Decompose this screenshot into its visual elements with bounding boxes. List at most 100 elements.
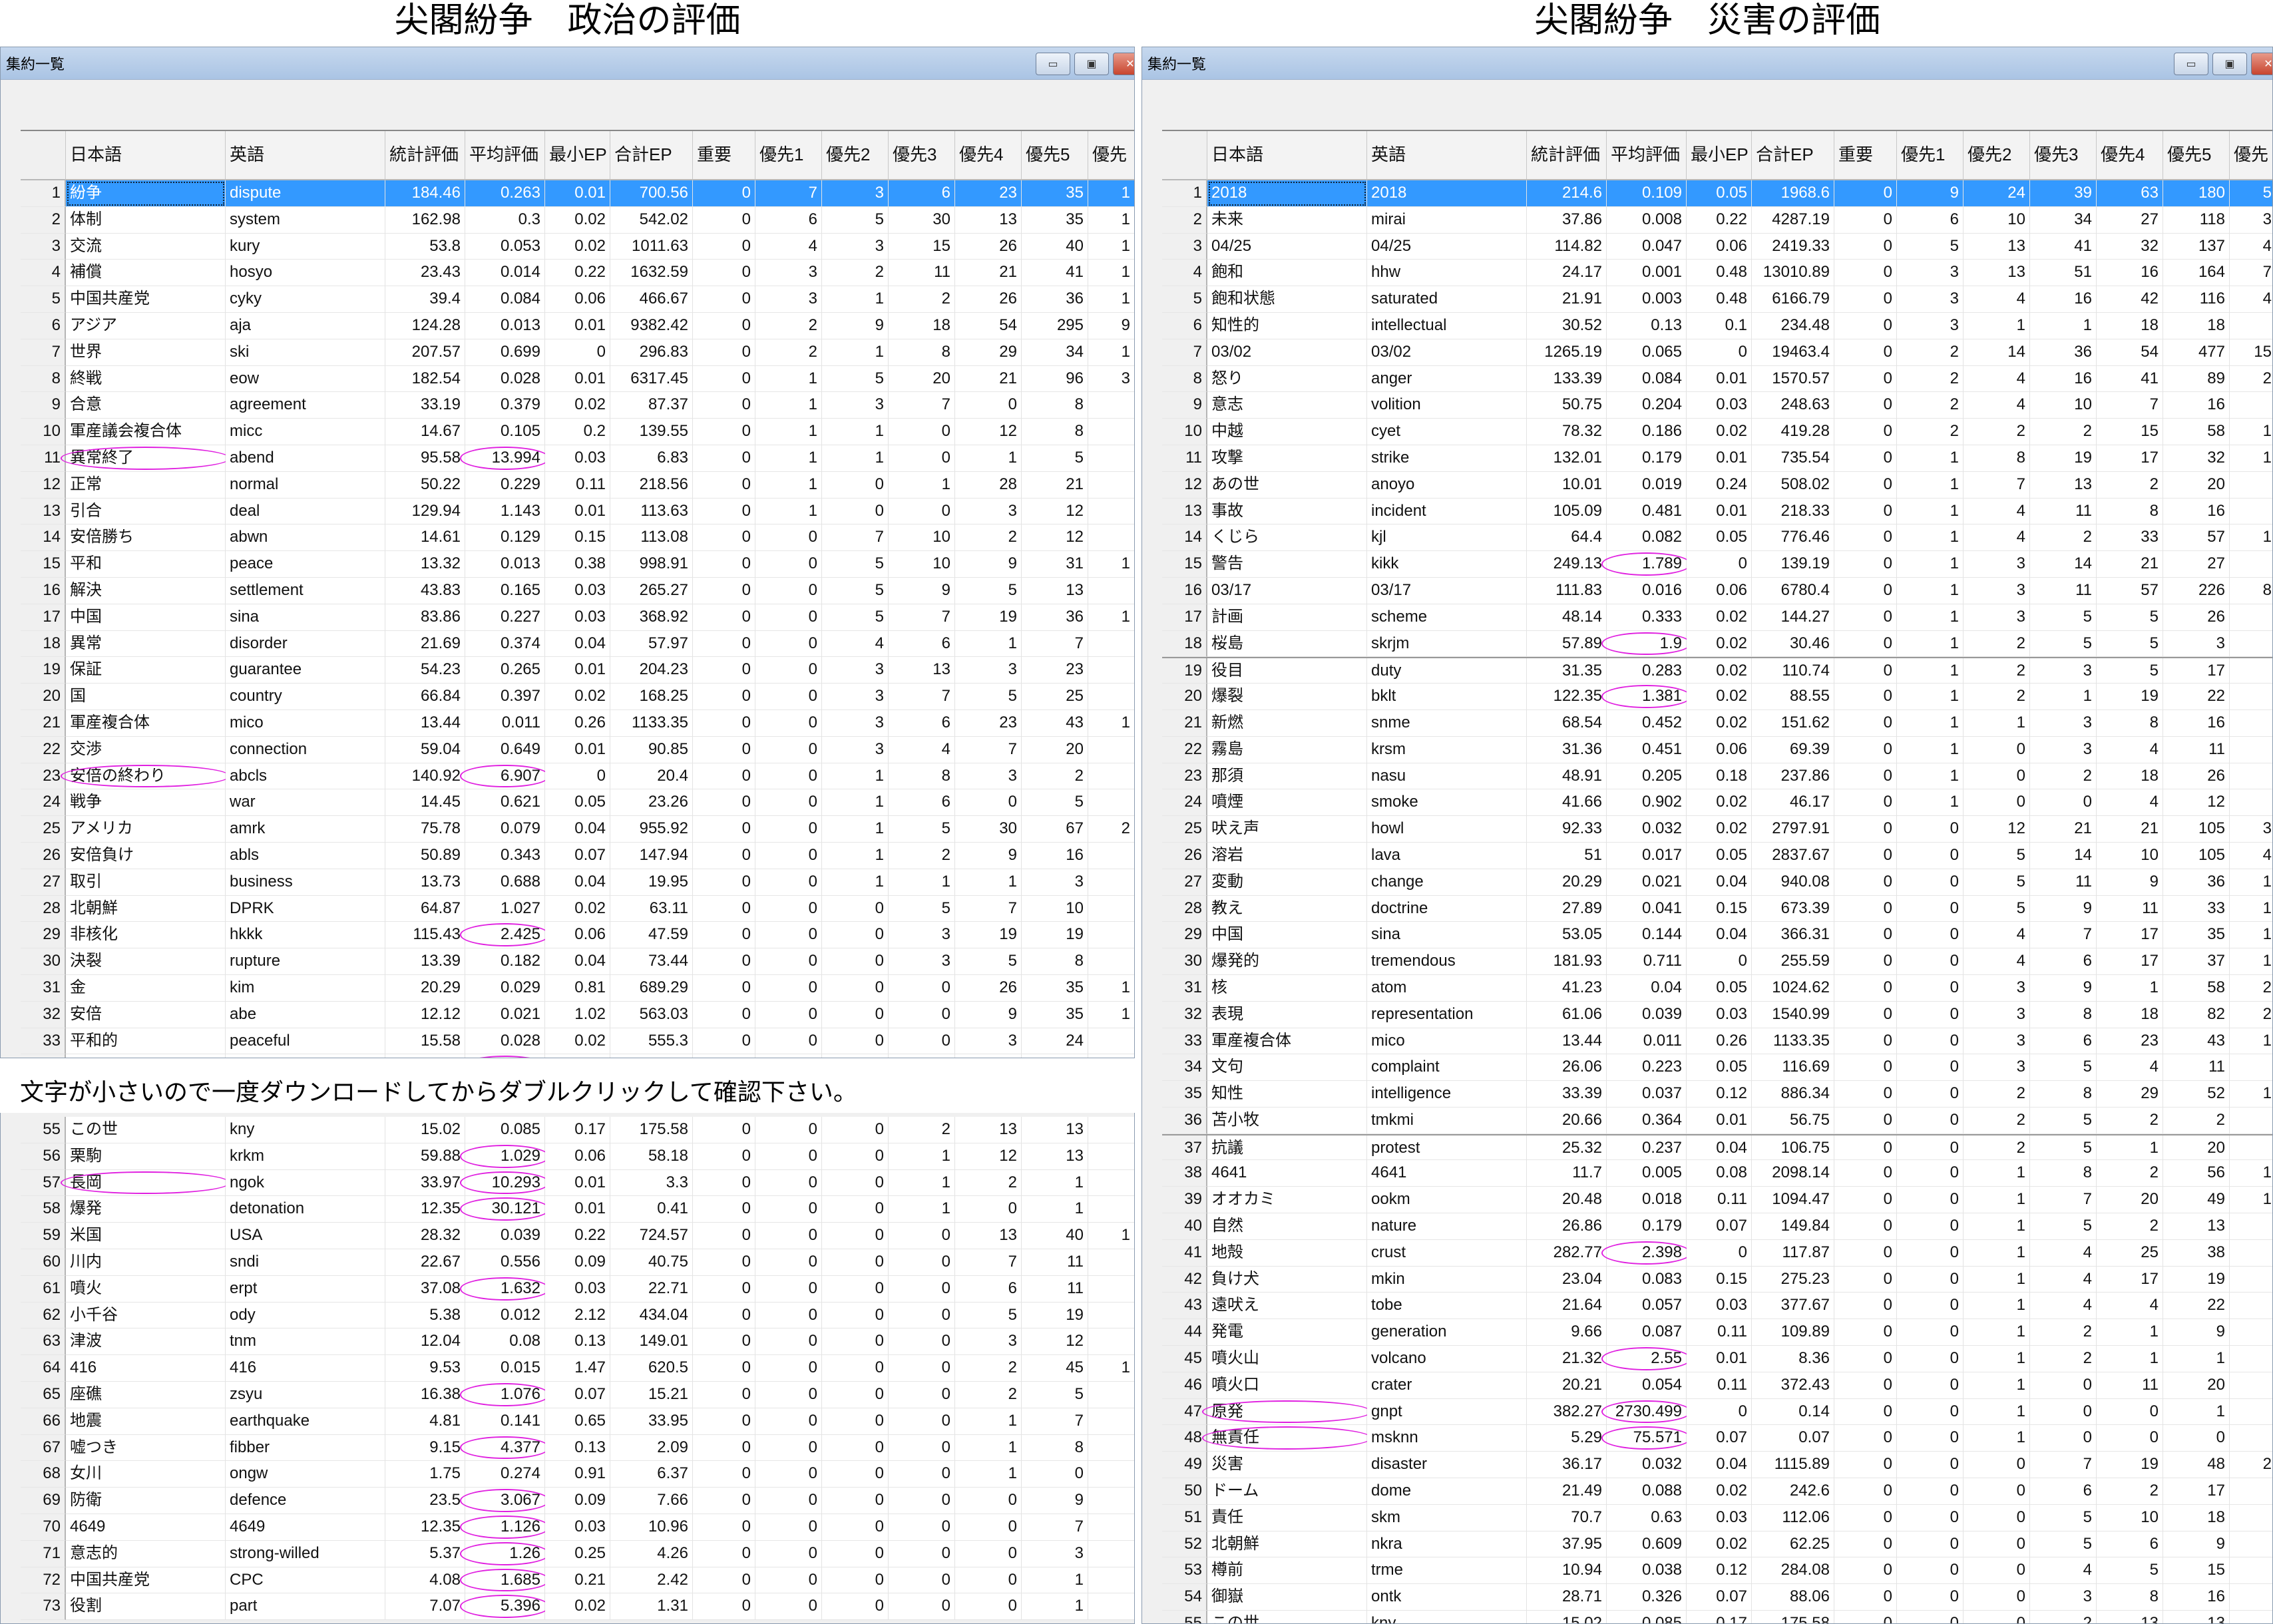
cell-stat-score[interactable]: 14.67 <box>385 419 465 445</box>
cell-japanese[interactable]: 苫小牧 <box>1207 1107 1367 1134</box>
cell-priority3[interactable]: 3 <box>2030 710 2097 737</box>
cell-priority1[interactable]: 0 <box>755 710 822 737</box>
cell-priority2[interactable]: 1 <box>822 419 889 445</box>
cell-important[interactable]: 0 <box>693 1117 755 1143</box>
cell-priority5[interactable]: 24 <box>1022 1028 1088 1055</box>
cell-stat-score[interactable]: 92.33 <box>1527 816 1607 843</box>
cell-avg-score[interactable]: 0.902 <box>1607 789 1687 817</box>
cell-priority6[interactable] <box>2230 763 2272 790</box>
cell-important[interactable]: 0 <box>1834 1452 1897 1479</box>
cell-priority5[interactable]: 40 <box>1022 1223 1088 1249</box>
cell-stat-score[interactable]: 23.5 <box>385 1488 465 1514</box>
cell-priority5[interactable]: 16 <box>2163 1584 2230 1611</box>
cell-priority4[interactable]: 0 <box>955 392 1022 419</box>
cell-japanese[interactable]: 責任 <box>1207 1504 1367 1531</box>
cell-important[interactable]: 0 <box>693 1567 755 1594</box>
cell-priority4[interactable]: 29 <box>955 339 1022 366</box>
cell-priority5[interactable]: 0 <box>1022 1461 1088 1488</box>
table-row[interactable]: 6 アジア aja 124.28 0.013 0.01 9382.42 0 2 9 18 54 295 9 <box>21 312 1134 339</box>
cell-priority1[interactable]: 1 <box>1897 736 1963 763</box>
cell-important[interactable]: 0 <box>693 763 755 790</box>
cell-english[interactable]: skm <box>1367 1504 1527 1531</box>
cell-priority2[interactable]: 9 <box>822 312 889 339</box>
cell-total-ep[interactable]: 1570.57 <box>1752 365 1834 393</box>
cell-priority6[interactable] <box>1088 1196 1134 1223</box>
cell-priority3[interactable]: 0 <box>2030 1398 2097 1426</box>
cell-priority5[interactable]: 21 <box>1022 471 1088 499</box>
cell-priority3[interactable]: 6 <box>2030 1478 2097 1505</box>
cell-priority5[interactable]: 57 <box>2163 524 2230 552</box>
cell-priority2[interactable]: 4 <box>1963 922 2030 949</box>
cell-avg-score[interactable]: 0.019 <box>1607 471 1687 499</box>
cell-stat-score[interactable]: 26.06 <box>1527 1054 1607 1082</box>
table-row[interactable]: 62 小千谷 ody 5.38 0.012 2.12 434.04 0 0 0 0 5 19 <box>21 1302 1134 1329</box>
cell-priority3[interactable]: 2 <box>2030 763 2097 790</box>
table-row[interactable]: 72 中国共産党 CPC 4.08 1.685 0.21 2.42 0 0 0 0 0 1 <box>21 1567 1134 1594</box>
cell-priority3[interactable]: 39 <box>2030 180 2097 207</box>
cell-priority1[interactable]: 1 <box>1897 445 1963 472</box>
cell-total-ep[interactable]: 237.86 <box>1752 763 1834 790</box>
cell-priority1[interactable]: 0 <box>755 1249 822 1276</box>
cell-english[interactable]: ngok <box>226 1169 385 1197</box>
cell-priority4[interactable]: 8 <box>2097 498 2163 525</box>
cell-priority1[interactable]: 0 <box>1897 1266 1963 1293</box>
cell-important[interactable]: 0 <box>1834 736 1897 763</box>
table-row[interactable]: 14 くじら kjl 64.4 0.082 0.05 776.46 0 1 4 2 33 57 1 <box>1162 524 2272 552</box>
cell-total-ep[interactable]: 69.39 <box>1752 736 1834 763</box>
cell-min-ep[interactable]: 0.02 <box>1687 419 1752 445</box>
cell-avg-score[interactable]: 0.649 <box>465 736 545 763</box>
cell-stat-score[interactable]: 28.32 <box>385 1223 465 1249</box>
table-row[interactable]: 7 世界 ski 207.57 0.699 0 296.83 0 2 1 8 29 34 1 <box>21 339 1134 366</box>
cell-priority4[interactable]: 23 <box>2097 1028 2163 1055</box>
cell-priority2[interactable]: 0 <box>822 1488 889 1514</box>
cell-japanese[interactable]: 攻撃 <box>1207 445 1367 472</box>
cell-priority2[interactable]: 5 <box>822 365 889 393</box>
cell-priority4[interactable]: 3 <box>955 657 1022 684</box>
cell-total-ep[interactable]: 56.75 <box>1752 1107 1834 1134</box>
cell-japanese[interactable]: 世界 <box>66 339 226 366</box>
cell-priority2[interactable]: 1 <box>1963 1213 2030 1240</box>
cell-priority5[interactable]: 56 <box>2163 1160 2230 1187</box>
cell-min-ep[interactable]: 0.05 <box>545 789 610 817</box>
cell-avg-score[interactable]: 0.343 <box>465 842 545 869</box>
table-row[interactable]: 33 平和的 peaceful 15.58 0.028 0.02 555.3 0 0 0 0 3 24 <box>21 1028 1134 1055</box>
cell-priority3[interactable]: 11 <box>2030 577 2097 604</box>
cell-important[interactable]: 0 <box>1834 1372 1897 1399</box>
cell-priority6[interactable] <box>1088 1593 1134 1621</box>
cell-priority1[interactable]: 0 <box>755 1593 822 1621</box>
cell-japanese[interactable]: 保証 <box>66 657 226 684</box>
cell-priority6[interactable] <box>2230 736 2272 763</box>
cell-priority6[interactable]: 1 <box>1088 551 1134 578</box>
cell-priority6[interactable] <box>2230 1054 2272 1082</box>
cell-priority5[interactable]: 11 <box>2163 1054 2230 1082</box>
cell-priority5[interactable]: 8 <box>1022 1434 1088 1462</box>
cell-stat-score[interactable]: 7.07 <box>385 1593 465 1621</box>
cell-priority4[interactable]: 21 <box>955 365 1022 393</box>
cell-priority5[interactable]: 13 <box>1022 577 1088 604</box>
cell-total-ep[interactable]: 88.06 <box>1752 1584 1834 1611</box>
cell-avg-score[interactable]: 0.005 <box>1607 1160 1687 1187</box>
table-row[interactable]: 28 教え doctrine 27.89 0.041 0.15 673.39 0 0 5 9 11 33… <box>1162 895 2272 922</box>
cell-avg-score[interactable]: 0.109 <box>1607 180 1687 207</box>
cell-priority4[interactable]: 8 <box>2097 1584 2163 1611</box>
cell-priority1[interactable]: 0 <box>755 1001 822 1028</box>
cell-avg-score[interactable]: 0.481 <box>1607 498 1687 525</box>
cell-priority6[interactable] <box>1088 1028 1134 1055</box>
cell-priority1[interactable]: 1 <box>1897 789 1963 817</box>
cell-english[interactable]: ontk <box>1367 1584 1527 1611</box>
cell-stat-score[interactable]: 124.28 <box>385 312 465 339</box>
cell-min-ep[interactable]: 0.15 <box>545 524 610 552</box>
cell-priority2[interactable]: 3 <box>822 710 889 737</box>
cell-english[interactable]: crater <box>1367 1372 1527 1399</box>
cell-english[interactable]: incident <box>1367 498 1527 525</box>
cell-priority2[interactable]: 0 <box>822 1143 889 1170</box>
cell-priority3[interactable]: 4 <box>889 736 955 763</box>
cell-priority6[interactable] <box>1088 524 1134 552</box>
cell-stat-score[interactable]: 13.39 <box>385 948 465 975</box>
cell-priority4[interactable]: 5 <box>2097 1557 2163 1585</box>
cell-priority3[interactable]: 30 <box>889 206 955 234</box>
cell-japanese[interactable]: 北朝鮮 <box>1207 1531 1367 1558</box>
cell-priority4[interactable]: 3 <box>955 1028 1022 1055</box>
table-row[interactable]: 68 女川 ongw 1.75 0.274 0.91 6.37 0 0 0 0 1 0 <box>21 1461 1134 1488</box>
cell-min-ep[interactable]: 0.11 <box>1687 1372 1752 1399</box>
